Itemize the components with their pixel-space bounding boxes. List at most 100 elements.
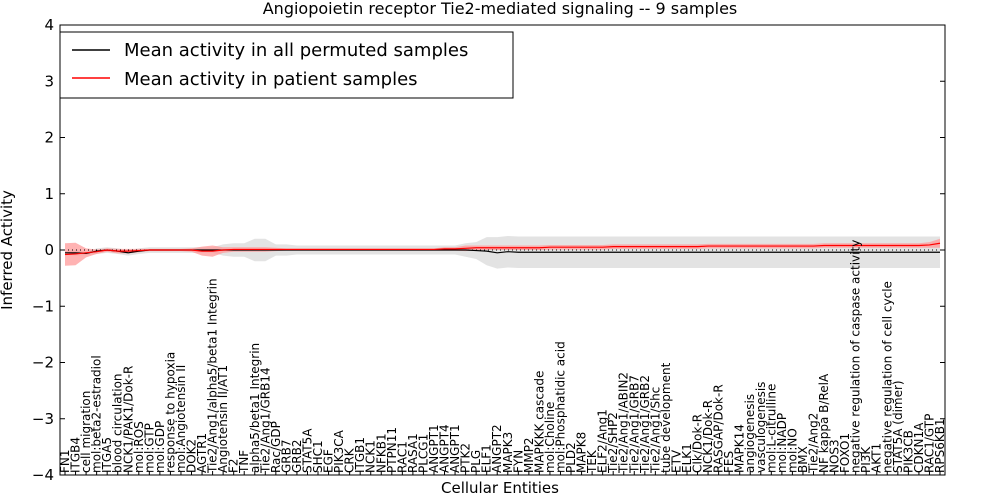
x-tick-label: Tie2/Ang1/GRB7 bbox=[627, 375, 641, 474]
x-tick-label: GRB2 bbox=[290, 439, 304, 473]
x-tick-label: Angiotensin II/AT1 bbox=[216, 365, 230, 473]
x-tick-label: mol:GDP bbox=[153, 421, 167, 473]
x-tick-label: mol:NADP bbox=[775, 413, 789, 473]
x-tick-label: mol:ROS bbox=[132, 421, 146, 473]
x-tick-label: PI3K bbox=[859, 446, 873, 473]
x-tick-label: SHC1 bbox=[311, 440, 325, 473]
x-tick-label: mol:Choline bbox=[543, 402, 557, 473]
x-tick-label: Tie2/Ang1/GRB2 bbox=[638, 375, 652, 474]
x-tick-label: negative regulation of cell cycle bbox=[880, 281, 894, 473]
plot-lines bbox=[64, 242, 941, 256]
x-tick-label: TEK bbox=[585, 449, 599, 474]
x-tick-label: NCK1/Dok-R bbox=[701, 400, 715, 473]
x-tick-label: MAPKKK cascade bbox=[532, 371, 546, 473]
x-tick-label: FOXO1 bbox=[838, 433, 852, 473]
x-tick-label: Tie2/Ang1/GRB14 bbox=[258, 367, 272, 474]
x-tick-label: mol:beta2-estradiol bbox=[90, 355, 104, 473]
x-tick-label: RAC1/GTP bbox=[922, 414, 936, 473]
legend-label-patient: Mean activity in patient samples bbox=[124, 69, 418, 90]
x-tick-label: BMX bbox=[796, 446, 810, 473]
x-tick-label: Rac/GDP bbox=[269, 421, 283, 473]
series-line-patient bbox=[64, 242, 941, 256]
y-axis: −4 −3 −2 −1 0 1 2 3 4 bbox=[32, 16, 945, 484]
y-tick-label: 0 bbox=[44, 241, 54, 259]
x-tick-label: Tie2/Ang1/Shc bbox=[648, 387, 662, 474]
x-tick-label: NCK1 bbox=[364, 440, 378, 473]
x-tick-label: AKT1 bbox=[870, 443, 884, 473]
x-tick-label: ITGB1 bbox=[353, 437, 367, 473]
x-tick-label: NCK1/PAK1/Dok-R bbox=[121, 366, 135, 473]
x-tick-label: AGTR1 bbox=[195, 433, 209, 473]
y-tick-label: 3 bbox=[44, 72, 54, 90]
x-tick-label: negative regulation of caspase activity bbox=[849, 240, 863, 473]
legend: Mean activity in all permuted samples Me… bbox=[59, 31, 514, 99]
x-tick-label: FES bbox=[722, 451, 736, 473]
x-tick-label: ANGPT1 bbox=[448, 424, 462, 473]
x-tick-label: PLD2 bbox=[564, 442, 578, 473]
x-tick-label: ELF1 bbox=[480, 444, 494, 473]
x-tick-label: alpha5/beta1 Integrin bbox=[248, 343, 262, 473]
x-tick-label: ELK1 bbox=[680, 443, 694, 473]
y-tick-label: −3 bbox=[32, 410, 54, 428]
y-tick-label: −4 bbox=[32, 466, 54, 484]
x-tick-label: PIK3CB bbox=[901, 430, 915, 473]
x-tick-label: ITGA5 bbox=[100, 437, 114, 473]
x-tick-label: mol:Angiotensin II bbox=[174, 365, 188, 473]
x-tick-label: ELF2/Ang1 bbox=[596, 409, 610, 473]
x-tick-label: PTPN11 bbox=[385, 427, 399, 473]
x-tick-label: ITGB4 bbox=[69, 437, 83, 473]
x-tick-label: Tie2/Ang2 bbox=[806, 413, 820, 474]
x-tick-label: tube development bbox=[659, 362, 673, 473]
x-tick-label: RAC1 bbox=[395, 441, 409, 473]
legend-box bbox=[59, 31, 514, 99]
x-tick-label: MAPK3 bbox=[501, 432, 515, 473]
y-axis-label: Inferred Activity bbox=[0, 190, 16, 310]
x-tick-label: ETV bbox=[669, 449, 683, 473]
x-tick-label: mol:GTP bbox=[142, 423, 156, 473]
x-tick-label: Tie2/Ang1/alpha5/beta1 Integrin bbox=[206, 278, 220, 474]
x-tick-label: MAPK14 bbox=[733, 424, 747, 473]
x-tick-label: PLCG1 bbox=[416, 434, 430, 473]
x-tick-label: response to hypoxia bbox=[163, 352, 177, 473]
y-tick-label: −1 bbox=[32, 297, 54, 315]
x-axis-label: Cellular Entities bbox=[441, 479, 559, 497]
series-line-permuted bbox=[65, 249, 940, 254]
x-tick-label: vasculogenesis bbox=[754, 382, 768, 473]
y-tick-label: 4 bbox=[44, 16, 54, 34]
x-tick-label: ANGPT4 bbox=[438, 424, 452, 473]
x-tick-label: angiogenesis bbox=[743, 394, 757, 473]
x-tick-label: NOS3 bbox=[828, 439, 842, 473]
x-tick-label: MAPK8 bbox=[575, 432, 589, 473]
x-tick-label: STAT5A bbox=[300, 428, 314, 473]
y-tick-label: 1 bbox=[44, 185, 54, 203]
x-tick-label: cell migration bbox=[79, 391, 93, 473]
x-tick-label: mol:NO bbox=[785, 428, 799, 473]
x-tick-label: NF kappa B/RelA bbox=[817, 373, 831, 473]
x-tick-label: CRK bbox=[343, 447, 357, 473]
x-tick-label: CDKN1A bbox=[912, 422, 926, 473]
x-tick-label: FN1 bbox=[58, 449, 72, 473]
x-tick-label: RPS6KB1 bbox=[933, 418, 947, 473]
y-tick-label: 2 bbox=[44, 129, 54, 147]
x-tick-label: F2 bbox=[227, 458, 241, 473]
x-tick-label: EGF bbox=[322, 449, 336, 473]
x-tick-label: CIk/Dok-R bbox=[691, 414, 705, 473]
x-tick-label: PLG bbox=[469, 450, 483, 473]
legend-label-permuted: Mean activity in all permuted samples bbox=[124, 40, 468, 61]
x-tick-label: GRB7 bbox=[279, 439, 293, 473]
x-tick-label: Tie2/SHP2 bbox=[606, 412, 620, 474]
x-tick-label: PIK3CA bbox=[332, 429, 346, 473]
x-tick-label: TNF bbox=[237, 450, 251, 474]
x-tick-label: STAT5A (dimer) bbox=[891, 380, 905, 473]
x-tick-label: RASA1 bbox=[406, 433, 420, 473]
x-tick-label: NFKB1 bbox=[374, 433, 388, 473]
x-tick-label: MMP2 bbox=[522, 437, 536, 473]
x-tick-label: RASGAP/Dok-R bbox=[712, 384, 726, 473]
x-tick-label: mol:L-citrulline bbox=[764, 384, 778, 473]
x-tick-label: FYN bbox=[511, 450, 525, 473]
x-tick-label: ANGPT2 bbox=[490, 424, 504, 473]
x-tick-label: PTK2 bbox=[459, 443, 473, 473]
x-tick-label: blood circulation bbox=[111, 373, 125, 473]
